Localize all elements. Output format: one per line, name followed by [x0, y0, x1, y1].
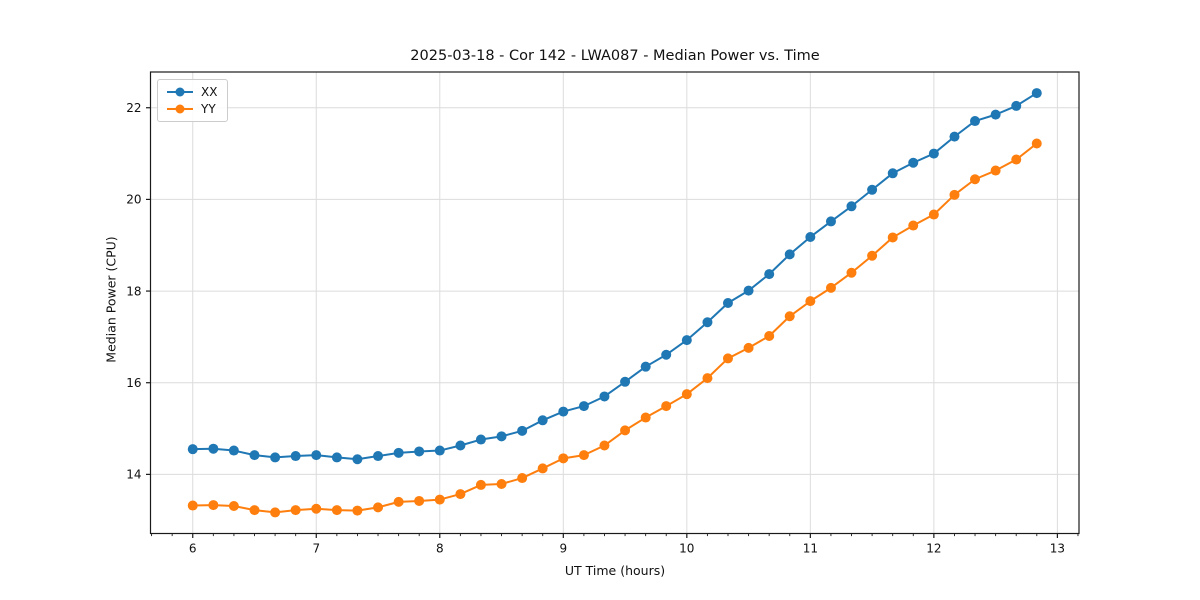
legend-marker-xx-icon	[167, 87, 193, 97]
legend-item-xx: XX	[165, 85, 217, 99]
legend: XX YY	[157, 79, 229, 122]
x-tick-label: 13	[1050, 542, 1065, 556]
legend-label-xx: XX	[201, 85, 218, 99]
x-axis-ticks	[192, 533, 1058, 538]
x-tick-label: 8	[436, 542, 444, 556]
chart-title: 2025-03-18 - Cor 142 - LWA087 - Median P…	[410, 48, 820, 64]
series-xx-markers	[187, 88, 1042, 465]
y-tick-label: 20	[126, 193, 141, 207]
x-tick-labels: 6 7 8 9 10 11 12 13	[189, 542, 1065, 556]
legend-label-yy: YY	[201, 102, 216, 116]
x-minor-ticks	[151, 533, 1079, 537]
y-tick-labels: 14 16 18 20 22	[126, 101, 141, 482]
series-xx-line	[192, 92, 1038, 461]
x-tick-label: 6	[189, 542, 197, 556]
x-tick-label: 9	[559, 542, 567, 556]
y-axis-ticks	[146, 107, 151, 475]
y-tick-label: 22	[126, 101, 141, 115]
y-axis-label: Median Power (CPU)	[103, 236, 119, 363]
legend-marker-yy-icon	[167, 104, 193, 114]
x-tick-label: 10	[679, 542, 694, 556]
x-tick-label: 7	[312, 542, 320, 556]
plot-border	[149, 71, 1080, 535]
x-tick-label: 12	[926, 542, 941, 556]
gridlines	[150, 72, 1079, 534]
y-tick-label: 14	[126, 468, 141, 482]
x-tick-label: 11	[803, 542, 818, 556]
y-tick-label: 16	[126, 376, 141, 390]
x-axis-label: UT Time (hours)	[564, 563, 666, 578]
legend-item-yy: YY	[165, 102, 217, 116]
series-yy-markers	[187, 138, 1042, 518]
y-tick-label: 18	[126, 284, 141, 298]
